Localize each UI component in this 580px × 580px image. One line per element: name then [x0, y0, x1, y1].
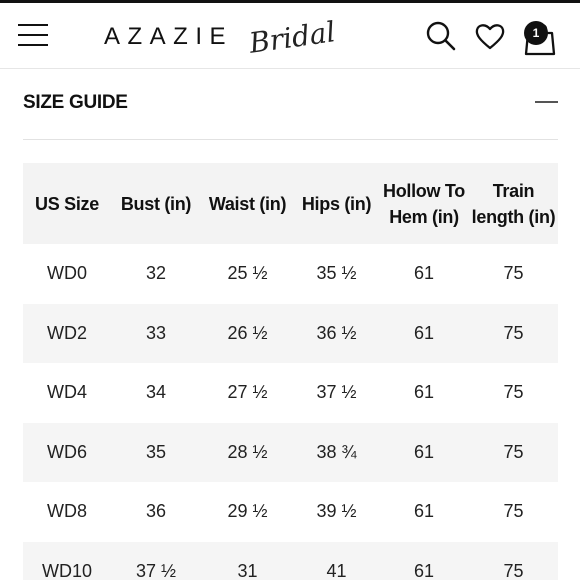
table-cell: 75	[469, 541, 558, 580]
table-cell: 31	[201, 541, 294, 580]
column-header: Bust (in)	[111, 163, 201, 244]
table-cell: 39 ½	[316, 501, 357, 522]
table-cell: 61	[379, 422, 469, 482]
table-cell: 37 ½	[111, 541, 201, 580]
bag-count-badge: 1	[524, 21, 548, 45]
table-header-row: US Size Bust (in) Waist (in) Hips (in) H…	[23, 163, 558, 244]
table-cell: WD10	[23, 541, 111, 580]
table-cell: 61	[413, 382, 435, 403]
column-header: Hollow To Hem (in)	[379, 163, 469, 244]
table-cell: 27 ½	[227, 382, 268, 403]
minus-icon[interactable]	[535, 101, 558, 103]
table-cell: WD2	[23, 303, 111, 363]
column-header: US Size	[23, 163, 111, 244]
search-icon[interactable]	[425, 20, 457, 52]
table-cell: 28 ½	[201, 422, 294, 482]
table-cell: 34	[145, 382, 167, 403]
table-cell: WD8	[47, 501, 87, 522]
size-guide-table: US Size Bust (in) Waist (in) Hips (in) H…	[23, 163, 558, 580]
table-cell: 41	[294, 541, 379, 580]
table-cell: 75	[469, 422, 558, 482]
table-cell: 32	[145, 263, 167, 284]
table-cell: 61	[379, 541, 469, 580]
table-row: WD8 36 29 ½ 39 ½ 61 75	[23, 482, 558, 542]
table-cell: WD4	[47, 382, 87, 403]
table-cell: 25 ½	[227, 263, 268, 284]
table-cell: 36	[145, 501, 167, 522]
table-cell: 29 ½	[227, 501, 268, 522]
menu-icon[interactable]	[18, 24, 48, 48]
table-cell: 35	[111, 422, 201, 482]
table-cell: 75	[503, 382, 524, 403]
table-cell: 75	[469, 303, 558, 363]
table-cell: 36 ½	[294, 303, 379, 363]
column-header: Train length (in)	[469, 163, 558, 244]
table-row: WD2 33 26 ½ 36 ½ 61 75	[23, 303, 558, 363]
brand-logo[interactable]: AZAZIE Bridal	[104, 14, 338, 60]
table-cell: 26 ½	[201, 303, 294, 363]
table-cell: 61	[413, 501, 435, 522]
column-header: Hips (in)	[294, 163, 379, 244]
heart-icon[interactable]	[474, 21, 506, 53]
table-cell: WD0	[47, 263, 87, 284]
table-cell: 35 ½	[316, 263, 357, 284]
top-border	[0, 0, 580, 3]
brand-sub: Bridal	[247, 14, 338, 60]
divider	[23, 139, 558, 140]
site-header: AZAZIE Bridal 1	[0, 3, 580, 69]
column-header: Waist (in)	[201, 163, 294, 244]
table-row: WD4 34 27 ½ 37 ½ 61 75	[23, 363, 558, 423]
table-cell: WD6	[23, 422, 111, 482]
table-row: WD0 32 25 ½ 35 ½ 61 75	[23, 244, 558, 304]
section-title: SIZE GUIDE	[23, 92, 128, 113]
table-cell: 75	[503, 263, 524, 284]
table-cell: 75	[503, 501, 524, 522]
table-cell: 33	[111, 303, 201, 363]
table-cell: 38 ¾	[294, 422, 379, 482]
size-guide-toggle[interactable]: SIZE GUIDE	[23, 88, 558, 118]
table-cell: 61	[413, 263, 435, 284]
table-row: WD10 37 ½ 31 41 61 75	[23, 541, 558, 580]
table-row: WD6 35 28 ½ 38 ¾ 61 75	[23, 422, 558, 482]
shopping-bag-icon[interactable]: 1	[522, 18, 558, 56]
table-cell: 37 ½	[316, 382, 357, 403]
brand-name: AZAZIE	[104, 23, 234, 50]
table-cell: 61	[379, 303, 469, 363]
